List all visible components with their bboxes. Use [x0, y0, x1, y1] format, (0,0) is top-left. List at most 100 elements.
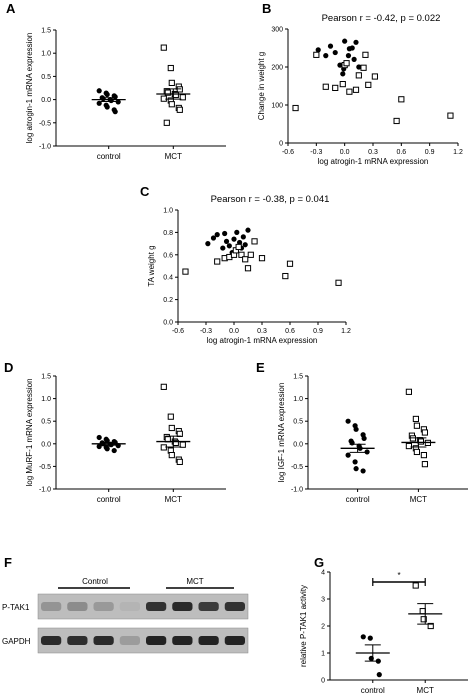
blot-band: [93, 602, 114, 611]
data-point: [258, 255, 266, 262]
blot-band: [67, 636, 88, 645]
data-point: [413, 422, 420, 429]
blot-band: [67, 602, 88, 611]
data-point: [168, 424, 175, 432]
chart-title: Pearson r = -0.38, p = 0.041: [211, 194, 330, 205]
panel-label-b: B: [262, 1, 271, 16]
y-tick-label: 0: [321, 678, 325, 685]
y-tick-label: 0.2: [163, 297, 173, 304]
x-tick-label: MCT: [165, 152, 182, 161]
blot-band: [224, 602, 245, 611]
data-point: [96, 434, 102, 441]
data-point: [345, 452, 351, 458]
y-tick-label: 0.5: [293, 419, 303, 426]
data-point: [96, 88, 102, 94]
x-tick-label: -0.3: [310, 149, 322, 156]
y-tick-label: -1.0: [39, 487, 51, 494]
x-tick-label: control: [361, 686, 385, 693]
data-point: [352, 459, 358, 465]
data-point: [104, 446, 110, 452]
data-point: [205, 241, 211, 247]
data-point: [417, 438, 424, 445]
y-tick-label: 1.0: [41, 396, 51, 403]
data-point: [398, 96, 405, 103]
x-tick-label: -0.6: [172, 328, 184, 335]
data-point: [282, 272, 289, 280]
panel-b-chart: 0 100 200 300 -0.6 -0.3 0.0 0.3 0.6 0.9 1.2 log atr…: [257, 13, 463, 166]
data-point: [214, 258, 221, 265]
y-tick-label: 1.5: [41, 28, 51, 35]
data-point: [172, 91, 179, 99]
data-point: [176, 106, 183, 113]
data-point: [223, 238, 230, 244]
data-point: [413, 448, 420, 456]
y-tick-label: 2: [321, 624, 325, 631]
x-tick-label: 0.9: [425, 149, 435, 156]
data-point: [108, 97, 114, 104]
data-point: [364, 449, 370, 455]
x-tick-label: 0.3: [257, 328, 267, 335]
blot-group-label: Control: [82, 577, 108, 586]
y-tick-label: 1.0: [41, 51, 51, 58]
data-point: [360, 64, 367, 71]
y-tick-label: 0.5: [41, 419, 51, 426]
data-point: [447, 112, 454, 119]
x-tick-label: 0.3: [368, 149, 378, 156]
data-point: [335, 279, 342, 286]
data-point: [343, 60, 350, 67]
y-tick-label: 1.5: [293, 374, 303, 381]
data-point: [112, 109, 118, 115]
data-point: [420, 616, 427, 623]
data-point: [104, 91, 110, 98]
data-point: [405, 388, 412, 395]
data-point: [242, 256, 249, 263]
data-point: [176, 458, 183, 465]
data-point: [182, 268, 189, 275]
x-tick-label: -0.3: [200, 328, 212, 335]
data-point: [164, 89, 171, 96]
y-axis-label: Change in weight g: [257, 52, 266, 121]
data-point: [346, 88, 353, 95]
y-tick-label: 0.8: [163, 230, 173, 237]
data-point: [412, 582, 419, 589]
x-tick-label: 0.9: [313, 328, 323, 335]
y-tick-label: 100: [271, 103, 283, 110]
blot-band: [41, 636, 62, 645]
data-point: [245, 227, 251, 233]
blot-band: [198, 636, 219, 645]
x-axis-label: log atrogin-1 mRNA expression: [207, 336, 318, 345]
data-point: [345, 53, 352, 59]
x-tick-label: control: [97, 152, 121, 161]
panel-label-f: F: [4, 555, 12, 570]
y-tick-label: -0.5: [39, 120, 51, 127]
data-point: [96, 100, 102, 106]
data-point: [393, 117, 400, 125]
y-tick-label: 4: [321, 570, 325, 577]
x-tick-label: 0.6: [285, 328, 295, 335]
panel-g-chart: 0 1 2 3 4 control MCT relative P-TAK1 activity *: [299, 570, 468, 693]
panel-label-c: C: [140, 184, 150, 199]
data-point: [100, 96, 106, 102]
y-axis-label: log atrogin-1 mRNA expression: [25, 33, 34, 144]
data-point: [168, 452, 175, 459]
data-point: [376, 672, 382, 678]
blot-row-label: P-TAK1: [2, 603, 30, 612]
data-point: [412, 415, 419, 423]
y-tick-label: 3: [321, 597, 325, 604]
data-point: [365, 81, 372, 88]
y-tick-label: 300: [271, 27, 283, 34]
blot-band: [119, 602, 140, 611]
data-point: [405, 442, 412, 450]
data-point: [352, 86, 360, 93]
data-point: [351, 56, 357, 63]
x-tick-label: MCT: [165, 495, 182, 504]
data-point: [315, 47, 321, 53]
data-point: [349, 45, 355, 51]
data-point: [353, 426, 359, 432]
y-axis-label: relative P-TAK1 activity: [299, 585, 308, 667]
x-tick-label: 1.2: [453, 149, 463, 156]
x-tick-label: 0.0: [229, 328, 239, 335]
panel-d-chart: -1.0 -0.5 0.0 0.5 1.0 1.5 control MCT log MuRF-1…: [25, 374, 226, 504]
panel-label-a: A: [6, 1, 16, 16]
